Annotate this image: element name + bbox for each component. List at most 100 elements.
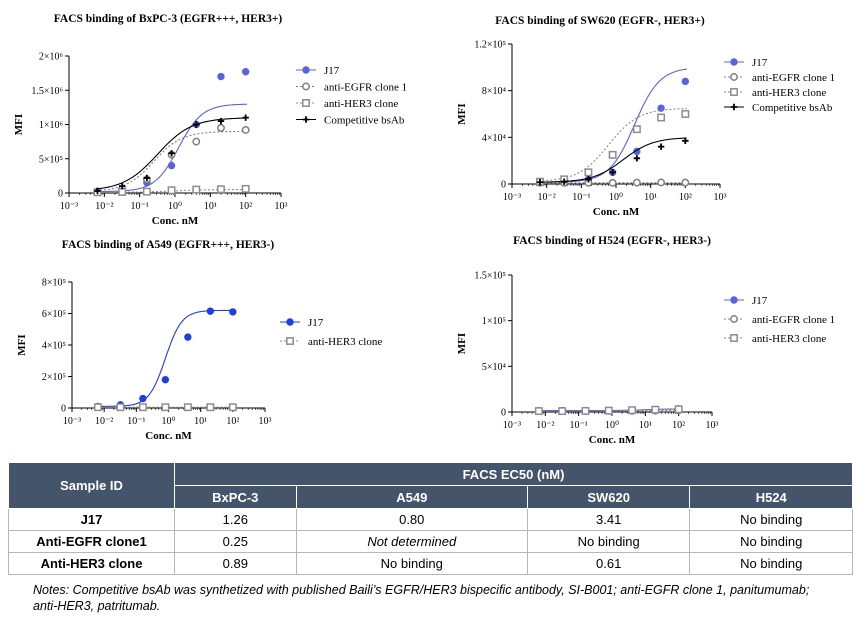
x-tick-label: 10²	[679, 192, 692, 203]
legend-entry: anti-EGFR clone 1	[296, 82, 407, 94]
chart-title: FACS binding of BxPC-3 (EGFR+++, HER3+)	[54, 13, 283, 25]
chart-panel-2: FACS binding of A549 (EGFR+++, HER3-) 10⁻…	[16, 239, 382, 442]
legend-label: J17	[752, 57, 768, 69]
y-tick-label: 5×10⁵	[39, 154, 63, 165]
data-point	[167, 161, 176, 170]
x-tick-label: 10⁻³	[63, 416, 81, 427]
legend-label: anti-HER3 clone	[752, 87, 826, 99]
legend-label: anti-HER3 clone	[308, 336, 382, 348]
legend-marker	[286, 318, 294, 326]
table-cell: 0.61	[526, 552, 691, 575]
y-tick-label: 4×10⁴	[482, 133, 507, 144]
series-curve	[96, 309, 235, 407]
x-tick-label: 10²	[239, 201, 252, 212]
y-tick-label: 0	[501, 180, 506, 191]
x-tick-label: 10⁻³	[503, 420, 521, 431]
data-point	[241, 68, 250, 76]
table-cell: 0.25	[174, 530, 297, 553]
x-tick-label: 10⁰	[605, 420, 619, 431]
data-point	[94, 187, 101, 195]
table-cell: 0.80	[295, 508, 528, 531]
x-axis-label: Conc. nM	[145, 430, 192, 442]
row-label: Anti-EGFR clone1	[8, 530, 175, 553]
col-header-a549: A549	[295, 485, 528, 509]
header-sample-id: Sample ID	[8, 462, 175, 509]
y-tick-label: 6×10⁵	[42, 309, 66, 320]
data-point	[681, 178, 690, 187]
table-cell: No binding	[689, 530, 853, 553]
data-point	[681, 110, 690, 118]
legend-entry: anti-EGFR clone 1	[724, 314, 835, 326]
legend-entry: J17	[296, 65, 340, 77]
data-point	[116, 403, 125, 412]
x-tick-label: 10⁻¹	[570, 420, 588, 431]
data-point	[193, 121, 200, 128]
x-tick-label: 10⁻³	[60, 201, 78, 212]
data-point	[118, 182, 126, 190]
table-cell: No binding	[295, 552, 528, 575]
table-row: J17 1.26 0.80 3.41 No binding	[8, 508, 853, 531]
legend-marker	[730, 315, 738, 323]
col-header-h524: H524	[689, 485, 853, 509]
data-point	[560, 178, 568, 185]
y-axis-label: MFI	[456, 103, 468, 124]
data-point	[192, 185, 201, 194]
table-cell: No binding	[526, 530, 691, 553]
legend-entry: J17	[724, 57, 768, 69]
data-point	[657, 178, 666, 187]
data-point	[206, 307, 215, 315]
data-point	[632, 178, 641, 187]
y-tick-label: 1.2×10⁵	[474, 40, 506, 51]
x-tick-label: 10⁰	[609, 192, 623, 203]
legend-marker	[730, 88, 738, 96]
y-axis-label: MFI	[13, 114, 25, 135]
x-tick-label: 10⁻²	[95, 201, 113, 212]
series-anti-egfr-clone-1	[535, 178, 690, 187]
data-point	[682, 137, 689, 145]
notes-text: Notes: Competitive bsAb was synthetized …	[33, 583, 810, 613]
series-curve	[95, 103, 248, 193]
y-tick-label: 0	[58, 189, 63, 200]
data-point	[217, 117, 225, 125]
chart-panel-3: FACS binding of H524 (EGFR-, HER3-) 10⁻³ 1…	[456, 235, 835, 446]
data-point	[93, 403, 102, 412]
table-cell: 3.41	[526, 508, 691, 531]
data-point	[681, 77, 690, 86]
data-point	[206, 403, 215, 412]
header-facs-ec50: FACS EC50 (nM)	[174, 462, 853, 486]
table-cell: 0.89	[174, 552, 297, 575]
data-point	[534, 407, 543, 416]
data-point	[242, 114, 249, 121]
x-tick-label: 10³	[706, 420, 719, 431]
legend-marker	[730, 103, 738, 111]
x-tick-label: 10⁰	[161, 416, 175, 427]
legend-marker	[730, 58, 738, 66]
chart-title: FACS binding of SW620 (EGFR-, HER3+)	[495, 15, 705, 27]
legend-marker	[730, 296, 738, 304]
data-point	[143, 174, 151, 182]
y-tick-label: 8×10⁴	[482, 86, 507, 97]
data-point	[228, 403, 237, 412]
chart-panel-0: FACS binding of BxPC-3 (EGFR+++, HER3+) 1…	[13, 13, 407, 227]
x-axis-label: Conc. nM	[589, 434, 636, 446]
y-tick-label: 2×10⁵	[42, 372, 66, 383]
data-point	[674, 405, 683, 414]
table-cell: No binding	[689, 552, 853, 575]
col-header-bxpc3: BxPC-3	[174, 485, 297, 509]
data-point	[632, 125, 641, 134]
legend-label: anti-EGFR clone 1	[324, 82, 407, 94]
legend-entry: Competitive bsAb	[296, 115, 405, 127]
legend-entry: J17	[280, 317, 324, 329]
table-cell: Not determined	[295, 530, 528, 553]
legend-entry: anti-HER3 clone	[724, 87, 826, 99]
legend-entry: anti-EGFR clone 1	[724, 72, 835, 84]
legend-entry: anti-HER3 clone	[280, 336, 382, 348]
y-axis-label: MFI	[456, 333, 468, 354]
series-anti-her3-clone	[93, 403, 237, 412]
legend-entry: anti-HER3 clone	[296, 98, 398, 110]
table-row: Anti-EGFR clone1 0.25 Not determined No …	[8, 530, 853, 553]
x-axis-label: Conc. nM	[152, 215, 199, 227]
data-point	[604, 406, 613, 415]
data-point	[217, 72, 225, 81]
x-tick-label: 10⁻¹	[131, 201, 149, 212]
